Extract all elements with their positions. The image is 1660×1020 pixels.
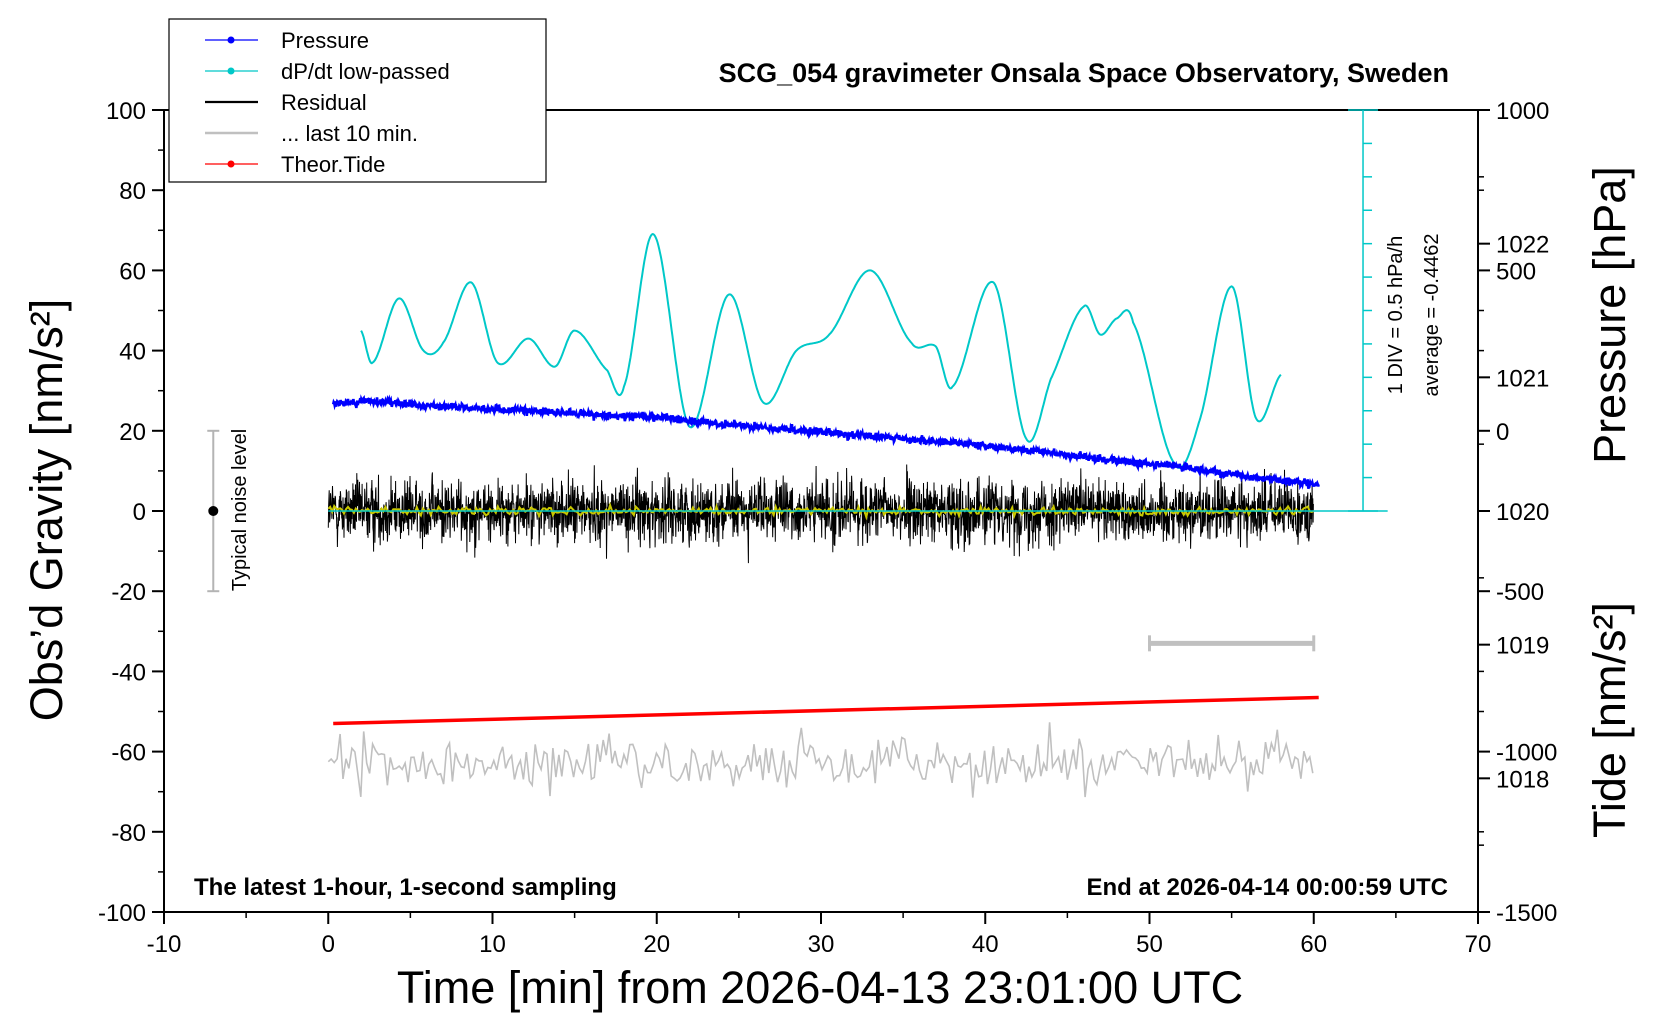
- ticks-layer: -10 0 10 20 30 40 50 60 70-100-80-60-40-20020406…: [98, 98, 1557, 958]
- y-axis-title-pressure: Pressure [hPa]: [1584, 166, 1635, 464]
- legend-label: ... last 10 min.: [281, 121, 418, 146]
- legend-item: dP/dt low-passed: [205, 59, 450, 84]
- legend-box: [168, 18, 547, 183]
- x-tick-label: -10: [147, 931, 182, 958]
- pressure-tick-label: 1020: [1496, 499, 1549, 526]
- y-tick-label: 20: [119, 419, 146, 446]
- noise-level-label: Typical noise level: [229, 429, 251, 591]
- tide-tick-label: 0: [1496, 419, 1509, 446]
- tide-tick-label: 500: [1496, 258, 1536, 285]
- series-layer: [327, 233, 1320, 798]
- pressure-tick-label: 1019: [1496, 633, 1549, 660]
- y-tick-label: -20: [111, 579, 146, 606]
- legend-label: Residual: [281, 90, 367, 115]
- x-axis-title: Time [min] from 2026-04-13 23:01:00 UTC: [397, 962, 1243, 1013]
- noise-bar-center: [208, 506, 219, 516]
- right-note: End at 2026-04-14 00:00:59 UTC: [1087, 874, 1449, 901]
- x-tick-label: 0: [322, 931, 335, 958]
- tide-tick-label: -500: [1496, 579, 1544, 606]
- x-tick-label: 50: [1136, 931, 1163, 958]
- y-tick-label: 80: [119, 178, 146, 205]
- last-10-min-line: [327, 722, 1314, 798]
- x-tick-label: 20: [643, 931, 670, 958]
- legend-item: Residual: [205, 90, 367, 115]
- average-label: average = -0.4462: [1421, 234, 1443, 397]
- legend-swatch-dot: [227, 160, 235, 168]
- y-tick-label: -80: [111, 820, 146, 847]
- left-note: The latest 1-hour, 1-second sampling: [194, 874, 617, 901]
- legend-swatch-dot: [227, 67, 235, 75]
- legend-item: Pressure: [205, 28, 369, 53]
- tide-tick-label: -1000: [1496, 740, 1557, 767]
- y-tick-label: -40: [111, 659, 146, 686]
- x-tick-label: 60: [1300, 931, 1327, 958]
- x-tick-label: 30: [808, 931, 835, 958]
- y-axis-title-left: Obs’d Gravity [nm/s²]: [21, 299, 72, 722]
- legend-label: dP/dt low-passed: [281, 59, 450, 84]
- legend-label: Theor.Tide: [281, 152, 385, 177]
- tide-tick-label: 1000: [1496, 98, 1549, 125]
- x-tick-label: 70: [1465, 931, 1492, 958]
- y-tick-label: 60: [119, 258, 146, 285]
- pressure-tick-label: 1021: [1496, 365, 1549, 392]
- dpdt-lowpassed-line: [360, 233, 1282, 469]
- y-tick-label: 100: [106, 98, 146, 125]
- theor-tide-line: [333, 695, 1319, 726]
- pressure-tick-label: 1018: [1496, 766, 1549, 793]
- pressure-line: [331, 394, 1320, 491]
- y-axis-title-tide: Tide [nm/s²]: [1584, 602, 1635, 838]
- x-tick-label: 40: [972, 931, 999, 958]
- pressure-tick-label: 1022: [1496, 232, 1549, 259]
- y-tick-label: -100: [98, 900, 146, 927]
- div-scale-label: 1 DIV = 0.5 hPa/h: [1385, 236, 1407, 394]
- x-tick-label: 10: [479, 931, 506, 958]
- tide-tick-label: -1500: [1496, 900, 1557, 927]
- y-tick-label: 40: [119, 339, 146, 366]
- legend-entries: Pressure dP/dt low-passed Residual ... last…: [205, 28, 450, 177]
- legend-item: Theor.Tide: [205, 152, 385, 177]
- y-tick-label: 0: [133, 499, 146, 526]
- legend-item: ... last 10 min.: [205, 121, 418, 146]
- chart-title: SCG_054 gravimeter Onsala Space Observat…: [719, 58, 1449, 88]
- legend: Pressure dP/dt low-passed Residual ... last…: [168, 18, 547, 183]
- legend-swatch-dot: [227, 36, 235, 44]
- y-tick-label: -60: [111, 740, 146, 767]
- overlay-layer: [207, 109, 1388, 652]
- legend-label: Pressure: [281, 28, 369, 53]
